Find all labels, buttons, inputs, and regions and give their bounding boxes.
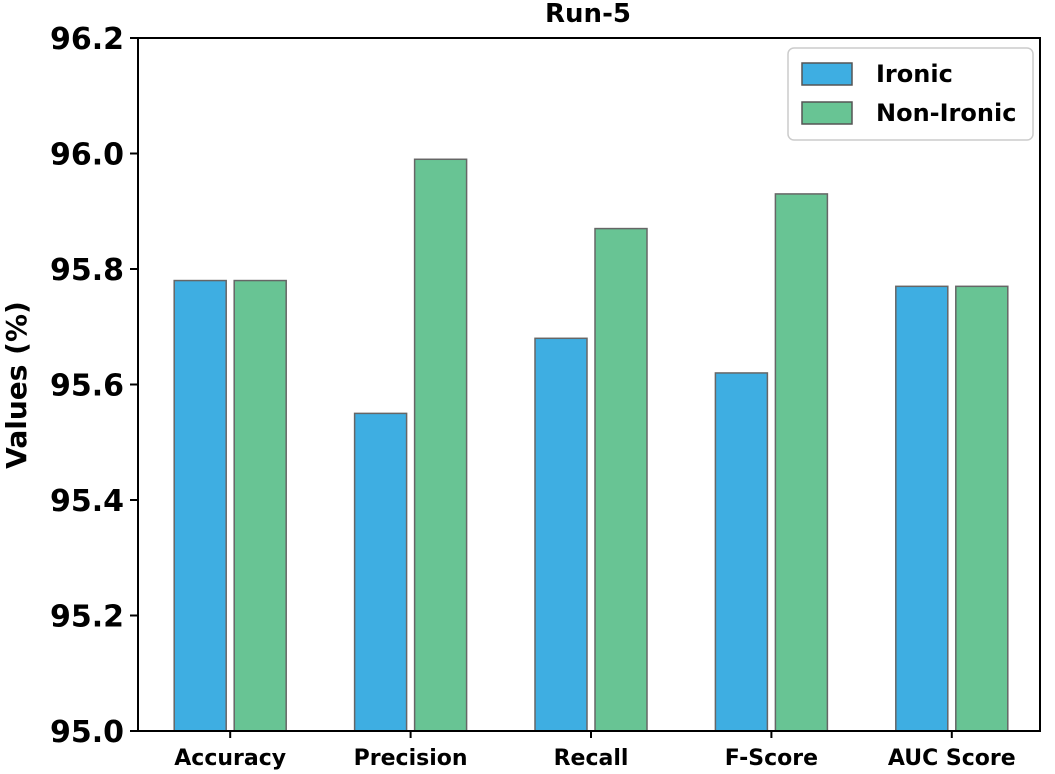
bar-ironic-precision [353, 412, 408, 732]
bar-ironic-recall [534, 337, 588, 732]
y-tick-label: 96.0 [50, 138, 124, 173]
chart-title: Run-5 [545, 0, 631, 29]
y-axis-label: Values (%) [0, 301, 33, 469]
bar-non-ironic-f-score [774, 193, 829, 732]
legend-swatch-ironic [801, 62, 853, 86]
legend-label-non-ironic: Non-Ironic [876, 99, 1016, 127]
x-axis-ticks: Accuracy Precision Recall F-Score AUC Score [174, 731, 1016, 771]
bar-non-ironic-precision [413, 158, 468, 732]
x-tick-label: F-Score [725, 746, 818, 771]
legend-label-ironic: Ironic [876, 60, 953, 88]
legend-swatch-non-ironic [801, 101, 853, 125]
y-tick-label: 96.2 [50, 22, 124, 57]
bar-ironic-accuracy [173, 279, 227, 732]
bar-ironic-f-score [714, 372, 769, 732]
x-tick-label: Precision [354, 746, 468, 771]
y-tick-label: 95.0 [50, 715, 124, 750]
y-tick-label: 95.4 [50, 484, 124, 519]
x-tick-label: AUC Score [888, 746, 1016, 771]
y-tick-label: 95.2 [50, 600, 124, 635]
x-tick-label: Accuracy [174, 746, 286, 771]
bar-ironic-auc-score [895, 285, 949, 732]
plot-frame [137, 37, 1041, 732]
x-tick-label: Recall [554, 746, 629, 771]
y-tick-label: 95.6 [50, 369, 124, 404]
legend: Ironic Non-Ironic [787, 47, 1034, 141]
bar-non-ironic-auc-score [955, 285, 1009, 732]
bar-non-ironic-accuracy [233, 279, 287, 732]
bars-group [173, 158, 1009, 732]
y-tick-label: 95.8 [50, 253, 124, 288]
y-axis-ticks: 95.0 95.2 95.4 95.6 95.8 96.0 96.2 [50, 22, 138, 750]
bar-non-ironic-recall [594, 227, 648, 732]
